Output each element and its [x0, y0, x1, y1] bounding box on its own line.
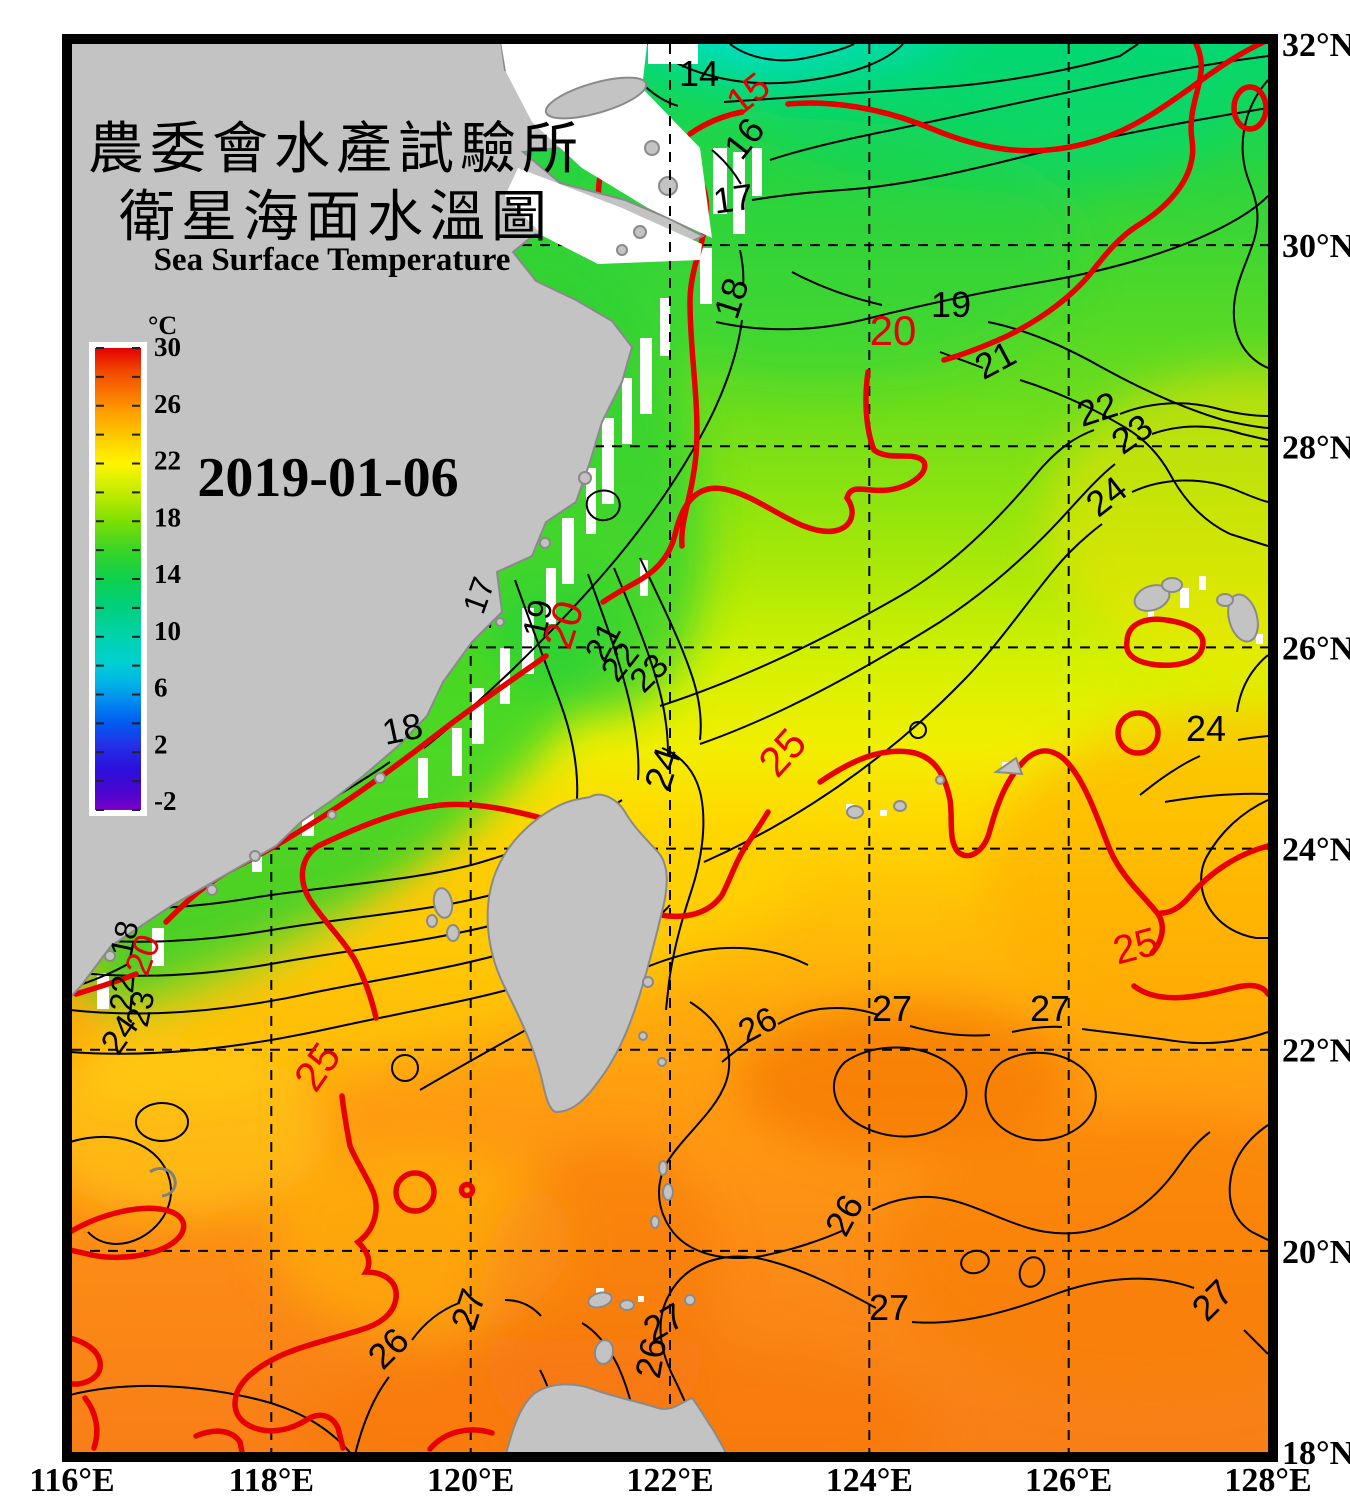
contour-label: 17 [711, 176, 756, 222]
contour-label: 20 [870, 307, 917, 354]
lat-label: 26°N [1282, 630, 1350, 667]
lon-label: 122°E [626, 1462, 713, 1499]
title-english: Sea Surface Temperature [154, 242, 511, 278]
lat-label: 20°N [1282, 1234, 1350, 1271]
colorbar-tick-label: 22 [154, 446, 181, 476]
lat-label: 18°N [1282, 1435, 1350, 1472]
contour-label: 19 [931, 284, 971, 325]
colorbar-unit: °C [148, 311, 177, 340]
contour-label: 26 [627, 1335, 674, 1382]
contour-label: 24 [1186, 708, 1226, 749]
contour-label: 22 [103, 974, 142, 1013]
contour-label: 27 [1030, 988, 1070, 1029]
lon-label: 128°E [1224, 1462, 1311, 1499]
lat-label: 22°N [1282, 1033, 1350, 1070]
lon-label: 116°E [29, 1462, 114, 1499]
colorbar-tick-label: -2 [154, 786, 177, 816]
yangtze-estuary [149, 39, 712, 1198]
lon-label: 124°E [826, 1462, 913, 1499]
colorbar-labels: 30 26 22 18 14 10 6 2 -2 [154, 332, 181, 816]
contour-label: 27 [869, 1287, 909, 1328]
luzon-island [504, 1383, 729, 1457]
map-frame [62, 34, 1278, 1462]
contour-label: 18 [379, 705, 427, 753]
colorbar-tick-label: 14 [154, 559, 181, 589]
chongming-island [544, 76, 648, 120]
title-line1: 農委會水產試驗所 [88, 119, 584, 181]
lat-label: 30°N [1282, 228, 1350, 265]
colorbar-tick-label: 26 [154, 389, 181, 419]
contour-label: 27 [872, 988, 912, 1029]
contour-label: 14 [679, 53, 719, 94]
date-label: 2019-01-06 [197, 447, 458, 509]
taiwan-island [486, 793, 668, 1114]
lon-label: 126°E [1025, 1462, 1112, 1499]
title-line2: 衛星海面水溫圖 [119, 187, 553, 249]
contour-label: 18 [103, 918, 146, 960]
lat-label: 32°N [1282, 27, 1350, 64]
colorbar: °C 30 26 22 18 14 10 6 2 -2 [89, 311, 181, 816]
colorbar-ticks [96, 347, 140, 811]
colorbar-tick-label: 18 [154, 502, 181, 532]
lat-label: 28°N [1282, 429, 1350, 466]
lon-label: 120°E [427, 1462, 514, 1499]
contour-label: 23 [119, 988, 162, 1030]
lon-label: 118°E [229, 1462, 314, 1499]
lat-label: 24°N [1282, 832, 1350, 869]
longitude-axis-labels: 116°E 118°E 120°E 122°E 124°E 126°E 128°E [29, 1462, 1311, 1499]
contour-label: 19 [516, 596, 561, 641]
colorbar-tick-label: 10 [154, 616, 181, 646]
latitude-axis-labels: 32°N 30°N 28°N 26°N 24°N 22°N 20°N 18°N [1282, 27, 1350, 1472]
land [67, 39, 1259, 1457]
colorbar-tick-label: 6 [154, 673, 168, 703]
colorbar-tick-label: 30 [154, 332, 181, 362]
colorbar-tick-label: 2 [154, 729, 168, 759]
